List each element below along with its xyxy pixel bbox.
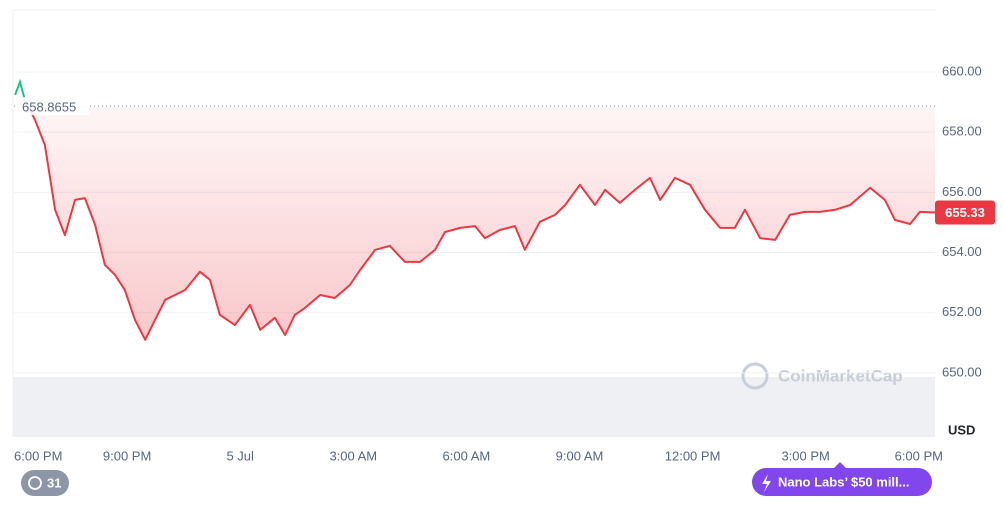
y-tick-label: 650.00 [942, 364, 982, 379]
y-tick-label: 658.00 [942, 124, 982, 139]
reference-label: 658.8655 [22, 100, 76, 115]
volume-area [13, 377, 935, 437]
price-line [26, 106, 936, 341]
y-tick-label: 660.00 [942, 63, 982, 78]
watermark: CoinMarketCap [741, 362, 903, 390]
history-count: 31 [47, 475, 61, 490]
last-price-tag [935, 200, 995, 225]
news-badge[interactable]: Nano Labs’ $50 mill... [752, 462, 932, 496]
y-tick-label: 656.00 [942, 184, 982, 199]
news-text: Nano Labs’ $50 mill... [778, 474, 910, 489]
x-tick-label: 9:00 PM [103, 448, 151, 463]
x-tick-label: 5 Jul [226, 448, 254, 463]
y-tick-label: 652.00 [942, 304, 982, 319]
watermark-text: CoinMarketCap [778, 366, 903, 385]
y-tick-label: 654.00 [942, 244, 982, 259]
reference-label-bg [17, 97, 89, 116]
price-area [15, 106, 935, 340]
x-tick-label: 6:00 PM [14, 448, 62, 463]
history-badge[interactable]: 31 [21, 470, 69, 496]
y-axis-label: USD [948, 422, 975, 437]
x-tick-label: 3:00 AM [329, 448, 377, 463]
x-tick-label: 9:00 AM [556, 448, 604, 463]
x-tick-label: 6:00 PM [895, 448, 943, 463]
x-tick-label: 3:00 PM [781, 448, 829, 463]
x-tick-label: 6:00 AM [443, 448, 491, 463]
x-tick-label: 12:00 PM [665, 448, 721, 463]
last-price-label: 655.33 [945, 205, 985, 220]
